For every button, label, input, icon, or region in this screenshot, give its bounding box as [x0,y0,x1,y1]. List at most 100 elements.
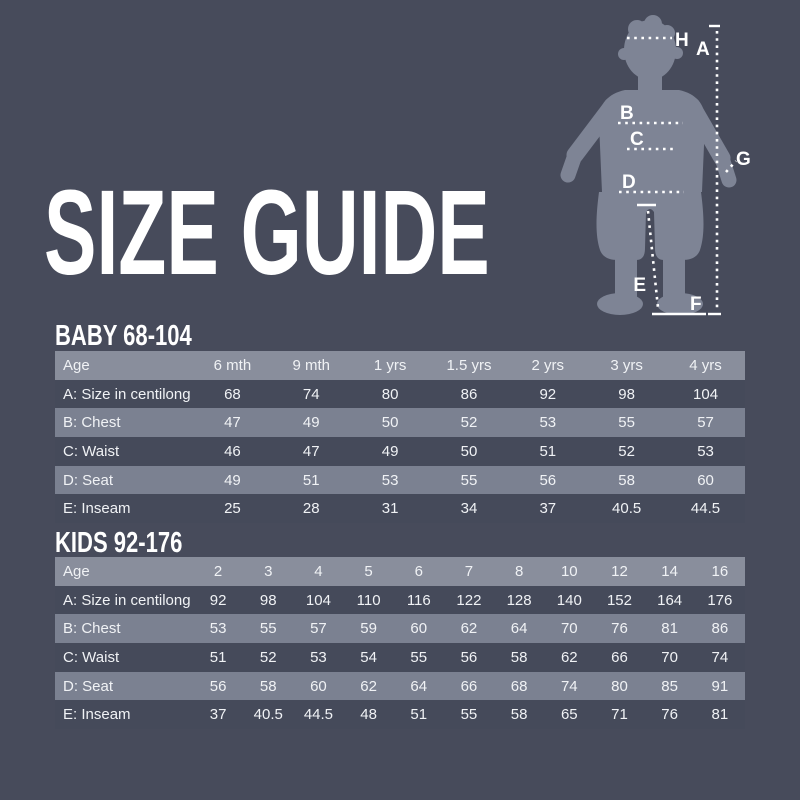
table-row: D: Seat 49 51 53 55 56 58 60 [55,465,745,495]
size-value-cell: 68 [510,677,528,695]
size-value-cell: 49 [224,471,241,489]
column-header: 12 [611,562,628,580]
size-value-cell: 34 [460,500,478,518]
size-value-cell: 62 [460,620,478,638]
head-shape [624,20,676,80]
measurement-label-c: C [630,129,644,150]
column-header: 2 [213,562,223,580]
size-value-cell: 76 [611,620,628,638]
size-value-cell: 176 [707,591,733,609]
column-header: 5 [364,562,373,580]
column-header-row: Age 6 mth 9 mth 1 yrs 1.5 yrs 2 yrs 3 yrs 4 yrs [55,351,745,380]
size-value-cell: 58 [259,677,277,695]
page-title: SIZE GUIDE [44,164,490,300]
table-row: B: Chest 47 49 50 52 53 55 57 [55,408,745,438]
left-hand [560,147,583,183]
size-value-cell: 55 [460,471,478,489]
size-value-cell: 81 [711,706,729,724]
right-hand [714,150,737,188]
size-value-cell: 57 [310,620,327,638]
size-value-cell: 58 [510,706,528,724]
row-label: B: Chest [63,620,121,638]
row-label: A: Size in centilong [63,385,191,403]
size-value-cell: 86 [460,385,478,403]
row-label: C: Waist [63,442,120,460]
shorts-shape [596,192,704,260]
size-value-cell: 122 [456,591,482,609]
size-value-cell: 47 [224,414,241,432]
size-value-cell: 58 [510,648,528,666]
column-header: 4 [314,562,323,580]
size-value-cell: 52 [460,414,478,432]
row-label: C: Waist [63,648,120,666]
size-value-cell: 92 [539,385,557,403]
size-value-cell: 128 [506,591,532,609]
size-value-cell: 86 [711,620,729,638]
size-value-cell: 37 [209,706,227,724]
column-header: 16 [711,562,729,580]
size-value-cell: 55 [618,414,635,432]
size-value-cell: 53 [539,414,557,432]
baby-size-table: Age 6 mth 9 mth 1 yrs 1.5 yrs 2 yrs 3 yrs 4 yrs… [55,351,745,524]
size-value-cell: 74 [302,385,320,403]
row-label: D: Seat [63,677,114,695]
column-header: 9 mth [292,356,331,374]
size-value-cell: 80 [381,385,399,403]
column-header: 3 yrs [610,356,643,374]
baby-table-heading: BABY 68-104 [55,320,192,352]
measurement-lines: H A B C D E F G [618,24,751,316]
size-value-cell: 50 [381,414,399,432]
size-value-cell: 152 [606,591,632,609]
table-row: A: Size in centilong 92 98 104 110 116 122 128 1… [55,585,745,615]
column-header: 1.5 yrs [446,356,492,374]
size-value-cell: 40.5 [612,500,642,518]
kids-table-heading: KIDS 92-176 [55,527,183,559]
column-header: 6 [414,562,423,580]
row-label: E: Inseam [63,706,131,724]
size-value-cell: 80 [611,677,628,695]
size-value-cell: 51 [410,706,428,724]
size-value-cell: 46 [224,442,241,460]
size-value-cell: 81 [661,620,678,638]
ear-right [671,47,683,59]
child-figure-illustration: H A B C D E F G [555,5,765,325]
size-value-cell: 85 [661,677,678,695]
column-header: 14 [661,562,678,580]
table-row: E: Inseam 25 28 31 34 37 40.5 44.5 [55,494,745,524]
right-foot [657,293,703,315]
left-arm [566,97,621,164]
size-value-cell: 51 [209,648,227,666]
table-row: C: Waist 46 47 49 50 51 52 53 [55,437,745,466]
size-value-cell: 54 [360,648,377,666]
size-value-cell: 37 [539,500,557,518]
column-header-row: Age 2 3 4 5 6 7 8 10 12 14 16 [55,557,745,586]
size-value-cell: 44.5 [690,500,721,518]
age-column-header: Age [63,356,90,374]
size-value-cell: 92 [209,591,227,609]
size-value-cell: 58 [618,471,635,489]
size-value-cell: 44.5 [303,706,334,724]
row-label: A: Size in centilong [63,591,191,609]
column-header: 8 [514,562,524,580]
table-row: D: Seat 56 58 60 62 64 66 68 74 80 85 91 [55,671,745,701]
size-value-cell: 70 [661,648,678,666]
column-header: 6 mth [213,356,252,374]
size-value-cell: 140 [556,591,582,609]
size-value-cell: 74 [560,677,578,695]
size-value-cell: 53 [381,471,399,489]
size-value-cell: 48 [360,706,377,724]
size-value-cell: 56 [209,677,227,695]
measurement-label-b: B [620,103,634,124]
size-value-cell: 49 [302,414,320,432]
measurement-label-e: E [633,275,646,296]
table-row: C: Waist 51 52 53 54 55 56 58 62 66 70 74 [55,643,745,672]
size-value-cell: 59 [360,620,377,638]
size-value-cell: 62 [360,677,377,695]
size-value-cell: 28 [302,500,320,518]
size-value-cell: 66 [611,648,628,666]
size-value-cell: 60 [310,677,327,695]
left-foot [597,293,643,315]
size-value-cell: 116 [406,591,431,609]
size-value-cell: 98 [618,385,635,403]
